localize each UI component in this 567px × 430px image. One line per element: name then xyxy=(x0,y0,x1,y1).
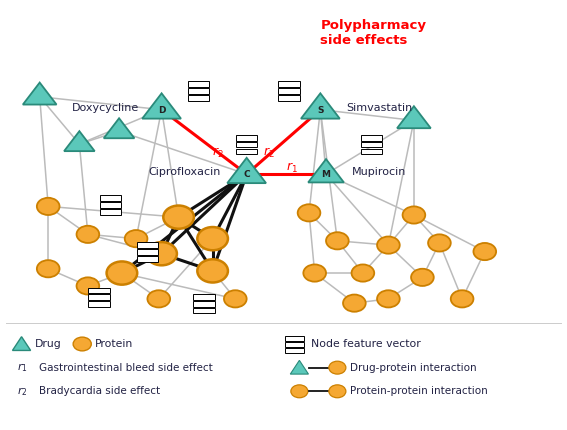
Bar xyxy=(88,288,110,293)
Circle shape xyxy=(201,262,224,280)
Circle shape xyxy=(298,204,320,221)
Bar xyxy=(236,142,257,147)
Bar xyxy=(278,95,300,101)
Circle shape xyxy=(73,337,91,351)
Polygon shape xyxy=(227,158,266,183)
Bar xyxy=(188,88,209,94)
Circle shape xyxy=(37,260,60,277)
Bar xyxy=(193,294,215,300)
Bar xyxy=(285,336,304,341)
Bar xyxy=(100,195,121,201)
Polygon shape xyxy=(301,93,340,119)
Polygon shape xyxy=(308,159,344,182)
Bar xyxy=(361,149,382,154)
Text: Bradycardia side effect: Bradycardia side effect xyxy=(39,386,160,396)
Circle shape xyxy=(329,385,346,398)
Circle shape xyxy=(77,226,99,243)
Bar xyxy=(361,135,382,141)
Bar xyxy=(278,81,300,87)
Text: Simvastatin: Simvastatin xyxy=(346,103,412,113)
Bar xyxy=(285,348,304,353)
Circle shape xyxy=(37,198,60,215)
Circle shape xyxy=(147,290,170,307)
Polygon shape xyxy=(290,360,308,374)
Circle shape xyxy=(377,290,400,307)
Bar xyxy=(137,256,158,262)
Text: Node feature vector: Node feature vector xyxy=(311,339,421,349)
Circle shape xyxy=(352,264,374,282)
Polygon shape xyxy=(64,131,95,151)
Circle shape xyxy=(377,237,400,254)
Bar xyxy=(137,243,158,248)
Circle shape xyxy=(111,264,133,282)
Circle shape xyxy=(326,232,349,249)
Polygon shape xyxy=(142,93,181,119)
Text: C: C xyxy=(243,170,250,179)
Circle shape xyxy=(329,361,346,374)
Circle shape xyxy=(473,243,496,260)
Bar xyxy=(188,81,209,87)
Circle shape xyxy=(146,242,177,265)
Bar xyxy=(236,149,257,154)
Circle shape xyxy=(163,206,194,229)
Polygon shape xyxy=(12,337,31,350)
Text: S: S xyxy=(317,106,324,115)
Circle shape xyxy=(303,264,326,282)
Bar xyxy=(100,202,121,208)
Circle shape xyxy=(150,245,173,262)
Circle shape xyxy=(343,295,366,312)
Text: Gastrointestinal bleed side effect: Gastrointestinal bleed side effect xyxy=(39,362,212,373)
Circle shape xyxy=(77,277,99,295)
Polygon shape xyxy=(23,83,57,104)
Circle shape xyxy=(291,385,308,398)
Circle shape xyxy=(107,261,137,285)
Bar xyxy=(236,135,257,141)
Bar xyxy=(100,209,121,215)
Polygon shape xyxy=(397,106,431,128)
Bar xyxy=(88,301,110,307)
Text: D: D xyxy=(158,106,166,115)
Text: Doxycycline: Doxycycline xyxy=(71,103,139,113)
Bar xyxy=(278,88,300,94)
Text: $r_2$: $r_2$ xyxy=(17,385,27,398)
Bar xyxy=(188,95,209,101)
Text: Mupirocin: Mupirocin xyxy=(352,167,406,178)
Text: $r_1$: $r_1$ xyxy=(286,161,298,175)
Circle shape xyxy=(197,259,228,283)
Text: Protein: Protein xyxy=(95,339,133,349)
Circle shape xyxy=(403,206,425,224)
Bar xyxy=(285,342,304,347)
Bar xyxy=(137,249,158,255)
Circle shape xyxy=(201,230,224,247)
Bar xyxy=(361,142,382,147)
Text: Drug-protein interaction: Drug-protein interaction xyxy=(350,362,476,373)
Bar xyxy=(88,295,110,300)
Bar xyxy=(193,308,215,313)
Text: Protein-protein interaction: Protein-protein interaction xyxy=(350,386,488,396)
Circle shape xyxy=(125,230,147,247)
Text: $r_1$: $r_1$ xyxy=(17,361,28,374)
Circle shape xyxy=(451,290,473,307)
Text: Ciprofloxacin: Ciprofloxacin xyxy=(149,167,221,178)
Circle shape xyxy=(428,234,451,252)
Text: Polypharmacy
side effects: Polypharmacy side effects xyxy=(320,19,426,47)
Text: Drug: Drug xyxy=(35,339,62,349)
Circle shape xyxy=(197,227,228,250)
Text: $r_2$: $r_2$ xyxy=(213,146,224,160)
Circle shape xyxy=(224,290,247,307)
Polygon shape xyxy=(104,118,134,138)
Circle shape xyxy=(411,269,434,286)
Text: $r_2$: $r_2$ xyxy=(264,146,275,160)
Text: M: M xyxy=(321,170,331,179)
Bar xyxy=(193,301,215,307)
Circle shape xyxy=(167,209,190,226)
